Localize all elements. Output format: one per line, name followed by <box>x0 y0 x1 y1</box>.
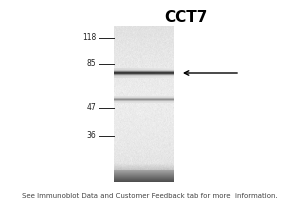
Text: 47: 47 <box>86 104 96 112</box>
Text: 85: 85 <box>86 60 96 68</box>
Text: See Immunoblot Data and Customer Feedback tab for more  information.: See Immunoblot Data and Customer Feedbac… <box>22 193 278 199</box>
Text: 118: 118 <box>82 33 96 43</box>
Text: 36: 36 <box>86 132 96 140</box>
Text: CCT7: CCT7 <box>164 10 208 25</box>
